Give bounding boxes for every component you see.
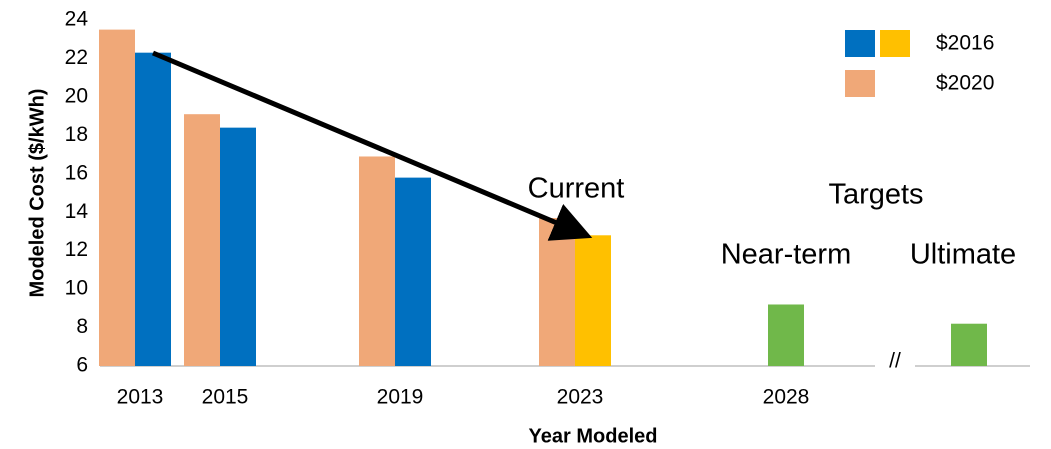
bar [135,52,171,367]
bar [575,235,611,366]
trend-arrow [152,50,593,241]
y-tick-label: 24 [65,8,89,31]
y-tick-label: 10 [65,277,88,300]
y-tick-label: 8 [76,315,88,338]
y-axis-label: Modeled Cost ($/kWh) [26,89,48,298]
y-tick-label: 18 [65,123,88,146]
x-tick-label: 2015 [202,386,249,409]
y-tick-label: 16 [65,161,88,184]
x-tick-label: 2028 [763,386,810,409]
legend-label: $2016 [936,32,994,55]
bar [359,156,395,366]
x-tick-label: 2013 [117,386,164,409]
legend-swatch [845,30,875,57]
bar [768,304,804,366]
annotation: Targets [828,179,923,211]
annotation: Ultimate [910,239,1016,271]
bar [395,177,431,366]
bar [99,29,135,366]
bar [220,127,256,367]
x-tick-label: 2019 [377,386,424,409]
x-tick-label: 2023 [557,386,604,409]
bar [184,114,220,366]
axis-break: // [889,350,901,373]
legend-swatch [880,30,910,57]
annotation: Current [528,173,625,205]
legend-label: $2020 [936,72,994,95]
y-tick-label: 14 [65,200,89,223]
legend-swatch [845,70,875,97]
y-tick-label: 20 [65,84,88,107]
annotation: Near-term [721,239,852,271]
bar [539,217,575,366]
bar [951,323,987,366]
x-axis-label: Year Modeled [529,425,658,447]
y-tick-label: 22 [65,46,88,69]
y-tick-label: 12 [65,238,88,261]
y-tick-label: 6 [76,354,88,377]
